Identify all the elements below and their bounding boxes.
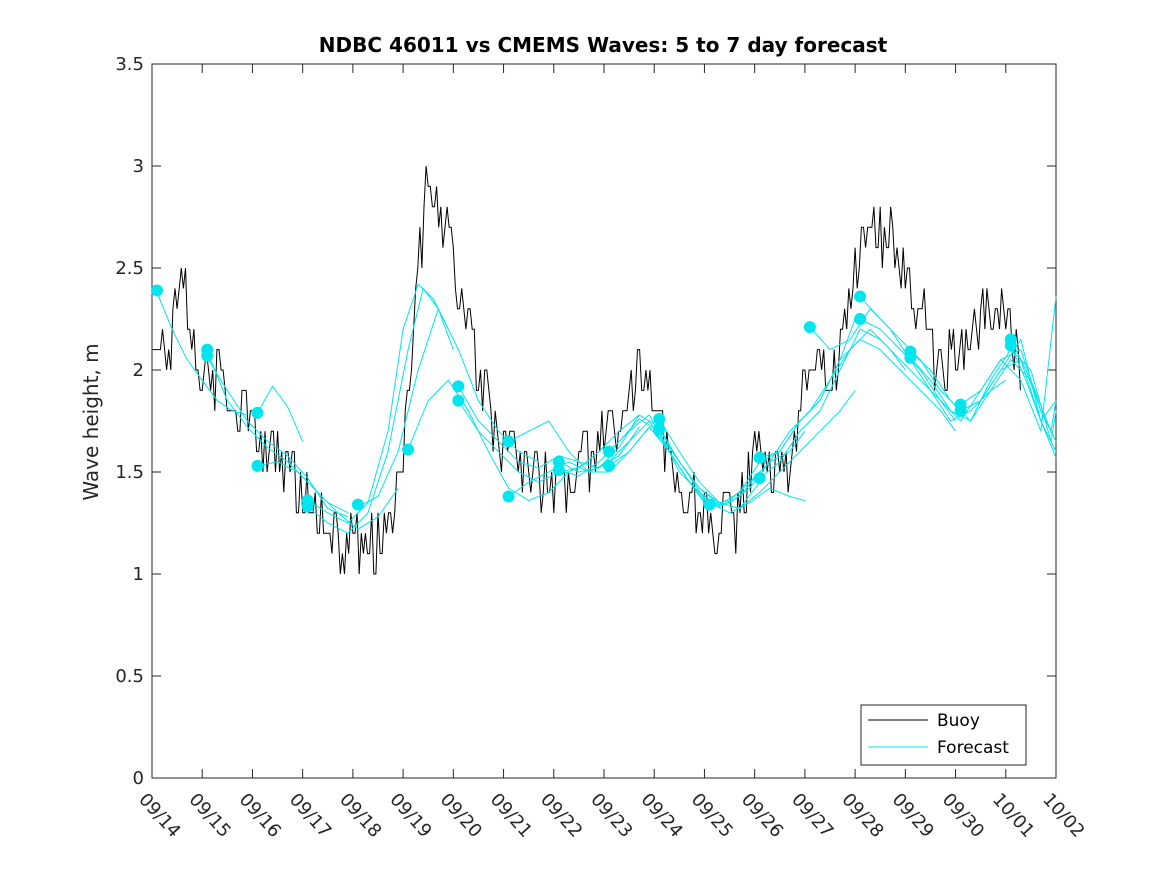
legend: Buoy Forecast [860, 704, 1027, 766]
y-tick-label: 0 [133, 768, 144, 789]
y-tick-label: 1.5 [115, 462, 144, 483]
forecast-series-line [206, 357, 349, 518]
forecast-init-point [502, 435, 515, 448]
forecast-series-line [1010, 339, 1057, 442]
y-tick-label: 3.5 [115, 54, 144, 75]
y-tick-label: 0.5 [115, 666, 144, 687]
legend-buoy-label: Buoy [937, 711, 980, 731]
plot-area [151, 165, 1057, 575]
y-tick-label: 2 [133, 360, 144, 381]
forecast-series-line [658, 390, 856, 510]
forecast-init-point [954, 404, 967, 417]
forecast-init-point [251, 406, 264, 419]
forecast-series-line [960, 296, 1057, 432]
forecast-init-point [502, 490, 515, 503]
forecast-series-line [859, 318, 1057, 442]
forecast-init-point [452, 394, 465, 407]
forecast-init-point [201, 349, 214, 362]
forecast-init-point [301, 500, 314, 513]
forecast-series-line [156, 292, 248, 416]
legend-forecast-label: Forecast [937, 738, 1009, 758]
forecast-init-point [603, 445, 616, 458]
forecast-series-line [407, 379, 590, 502]
y-axis-ticks: 0 0.5 1 1.5 2 2.5 3 3.5 [115, 54, 1056, 789]
forecast-init-point [854, 313, 867, 325]
y-tick-label: 1 [133, 564, 144, 585]
forecast-series-line [1010, 345, 1057, 423]
forecast-init-point [151, 284, 164, 297]
y-tick-label: 3 [133, 156, 144, 177]
forecast-init-point [753, 472, 766, 485]
forecast-init-point [803, 321, 816, 334]
forecast-init-point [854, 290, 867, 303]
forecast-series-line [910, 351, 1057, 434]
forecast-init-point [552, 463, 565, 476]
forecast-series-line [960, 338, 1057, 458]
forecast-init-point [251, 459, 264, 472]
forecast-init-point [904, 351, 917, 364]
forecast-series-line [257, 461, 399, 530]
forecast-series-line [759, 338, 957, 459]
y-tick-label: 2.5 [115, 258, 144, 279]
legend-box [860, 704, 1027, 766]
forecast-series-line [307, 283, 449, 524]
forecast-init-point [703, 498, 716, 511]
forecast-series-line [257, 385, 304, 442]
forecast-series-line [457, 400, 640, 483]
chart-title: NDBC 46011 vs CMEMS Waves: 5 to 7 day fo… [319, 33, 888, 57]
forecast-series-line [759, 328, 957, 479]
forecast-init-point [402, 443, 415, 456]
buoy-series-line [152, 165, 1021, 575]
forecast-init-point [351, 498, 364, 511]
forecast-init-point [603, 459, 616, 472]
forecast-init-point [653, 412, 666, 425]
forecast-series-line [307, 287, 454, 534]
forecast-init-point [653, 423, 666, 436]
y-axis-label: Wave height, m [79, 343, 103, 500]
forecast-init-point [753, 451, 766, 464]
forecast-init-point [452, 380, 465, 393]
forecast-init-point [1004, 339, 1017, 352]
